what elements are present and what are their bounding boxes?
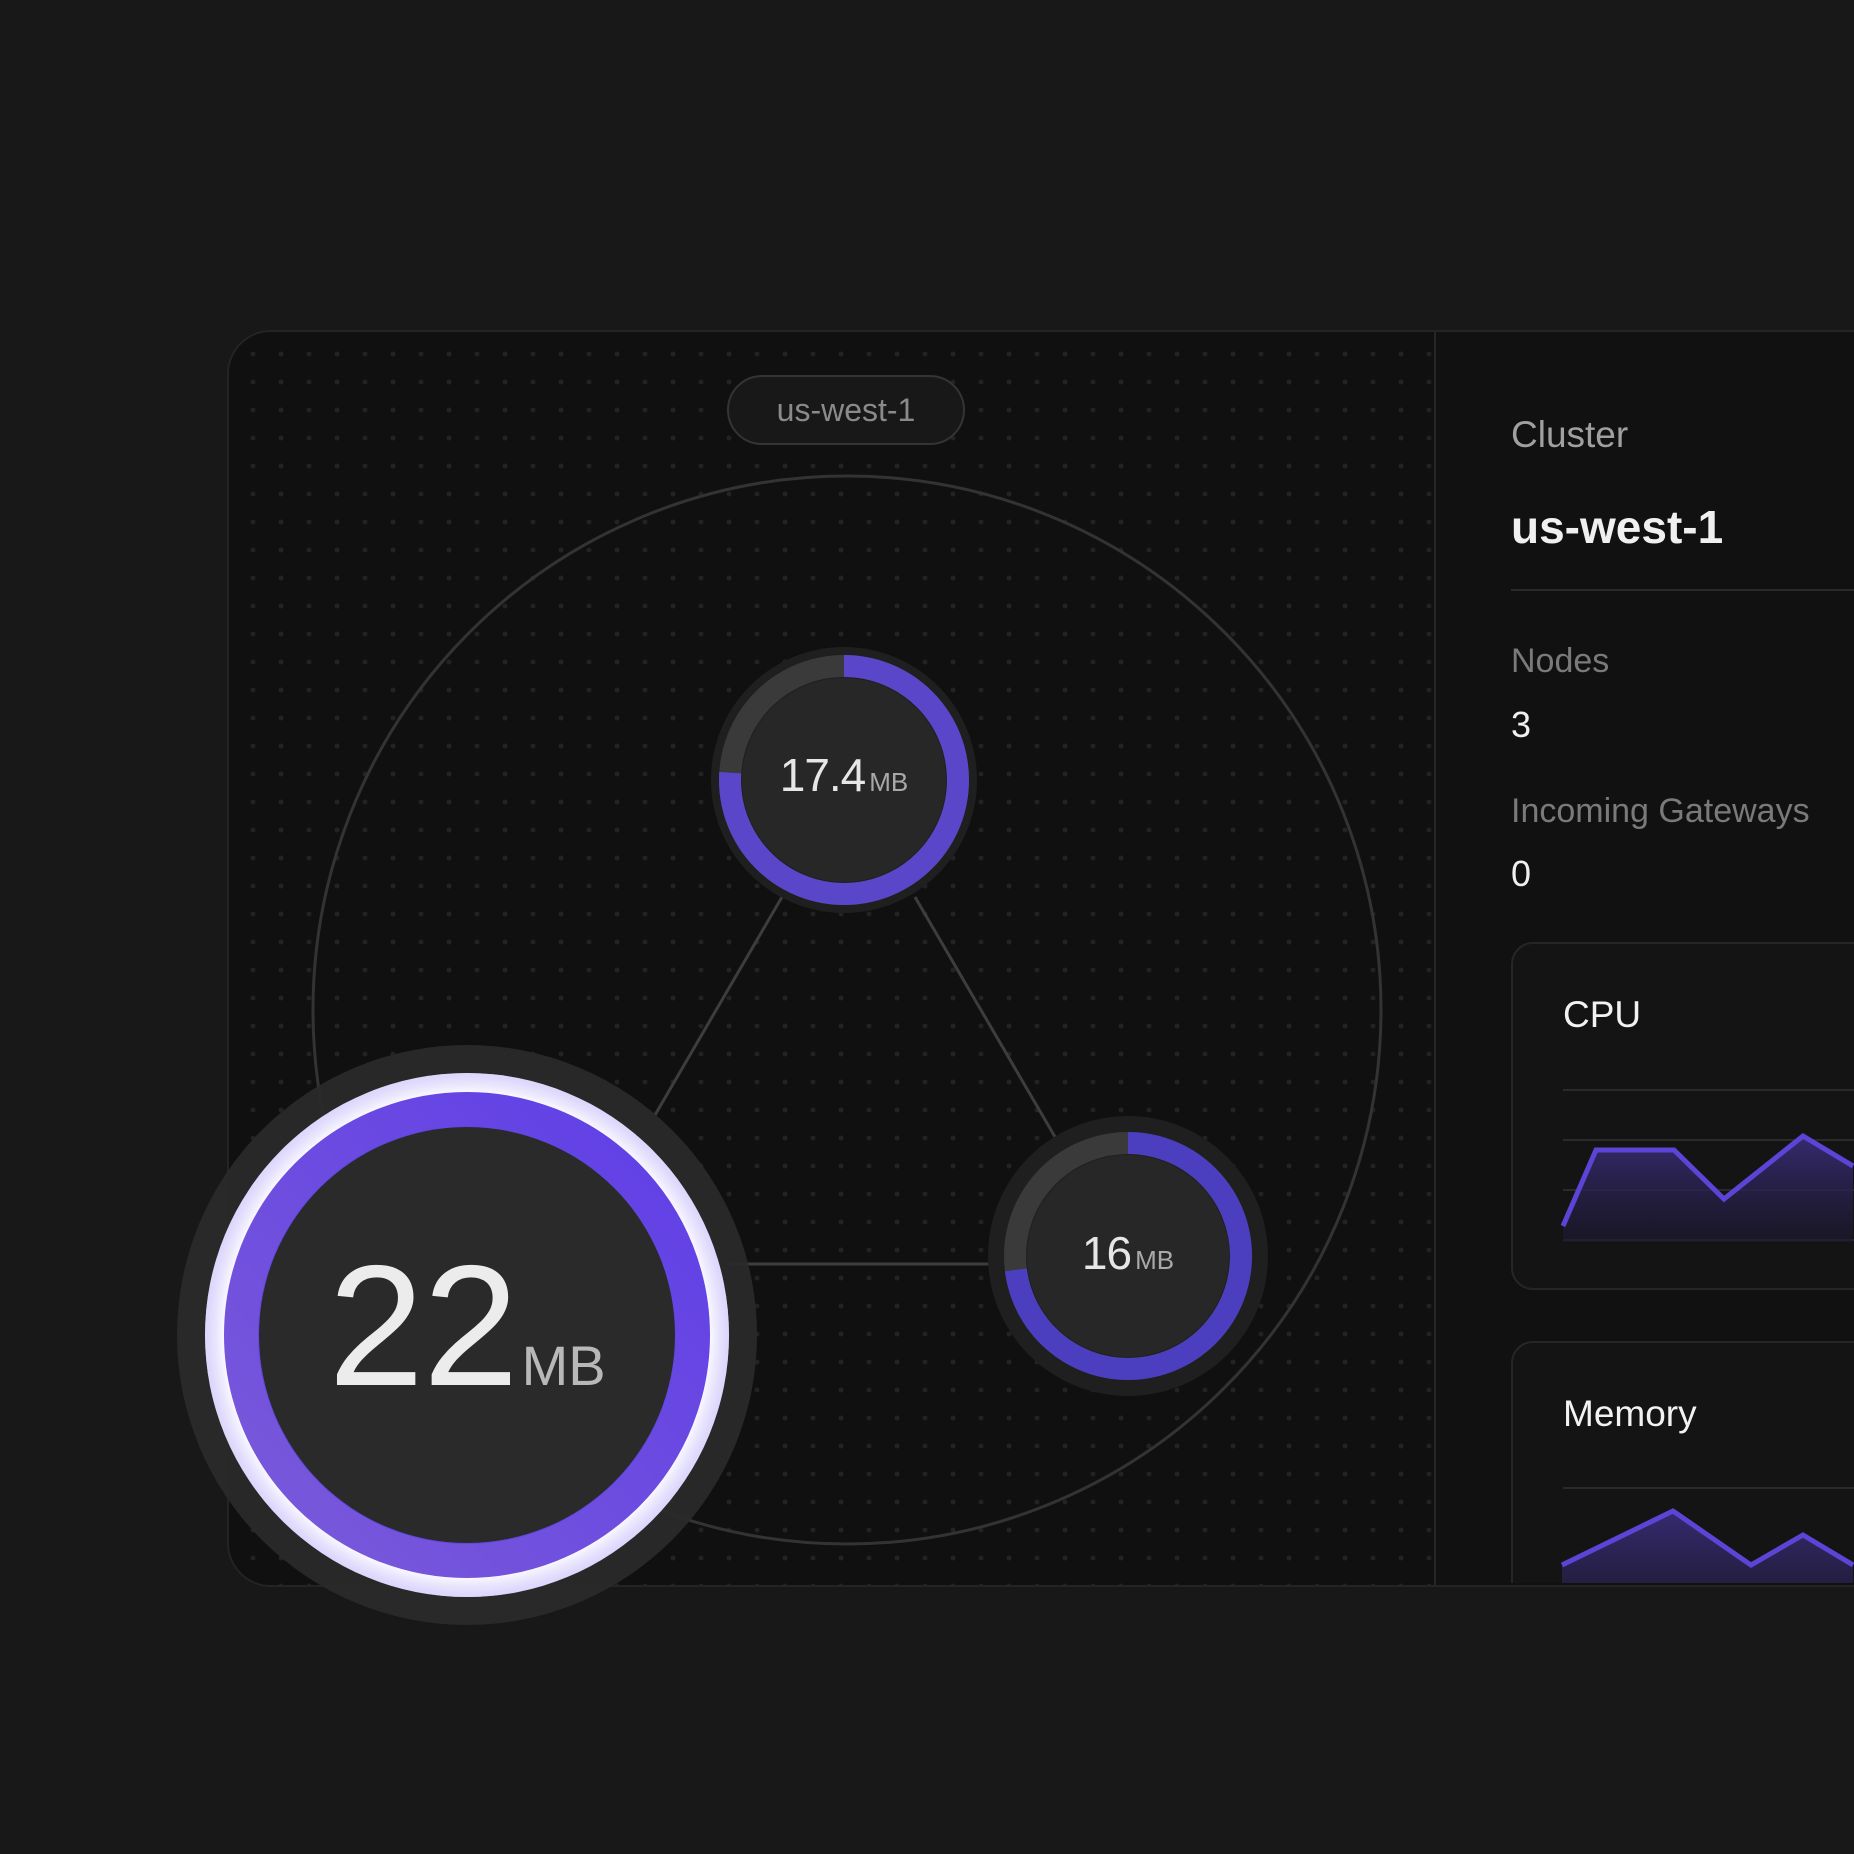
cpu-card[interactable]: CPU xyxy=(1511,942,1854,1290)
divider xyxy=(1511,589,1854,591)
node-a-value: 22 xyxy=(328,1230,518,1422)
cluster-section-label: Cluster xyxy=(1511,414,1629,455)
node-b-unit: MB xyxy=(869,767,909,797)
edge-top-left xyxy=(653,896,784,1116)
memory-card[interactable]: Memory xyxy=(1511,1341,1854,1583)
node-a-unit: MB xyxy=(521,1334,606,1397)
memory-title: Memory xyxy=(1563,1393,1697,1434)
node-c-label: 16 MB xyxy=(1028,1226,1228,1290)
node-22mb[interactable] xyxy=(177,1045,757,1625)
node-c-value: 16 xyxy=(1081,1227,1132,1279)
node-16mb[interactable] xyxy=(988,1116,1268,1396)
cluster-pill: us-west-1 xyxy=(727,375,965,445)
cluster-details: Cluster us-west-1 Nodes 3 Incoming Gatew… xyxy=(1511,0,1854,1583)
node-a-label: 22 MB xyxy=(267,1240,667,1420)
cpu-sparkline xyxy=(1560,1089,1854,1242)
cluster-name: us-west-1 xyxy=(1511,501,1724,553)
cpu-title: CPU xyxy=(1563,994,1642,1035)
node-b-label: 17.4 MB xyxy=(744,748,944,812)
incoming-gateways-value: 0 xyxy=(1511,853,1532,894)
cluster-boundary-circle xyxy=(311,474,1383,1546)
incoming-gateways-label: Incoming Gateways xyxy=(1511,792,1810,830)
topology-background xyxy=(311,474,1383,1546)
edge-top-right xyxy=(913,896,1060,1143)
node-c-unit: MB xyxy=(1135,1245,1175,1275)
nodes-label: Nodes xyxy=(1511,642,1610,680)
memory-sparkline xyxy=(1560,1487,1854,1583)
node-17-4mb[interactable] xyxy=(711,647,977,913)
nodes-value: 3 xyxy=(1511,704,1532,745)
node-b-value: 17.4 xyxy=(779,749,867,801)
